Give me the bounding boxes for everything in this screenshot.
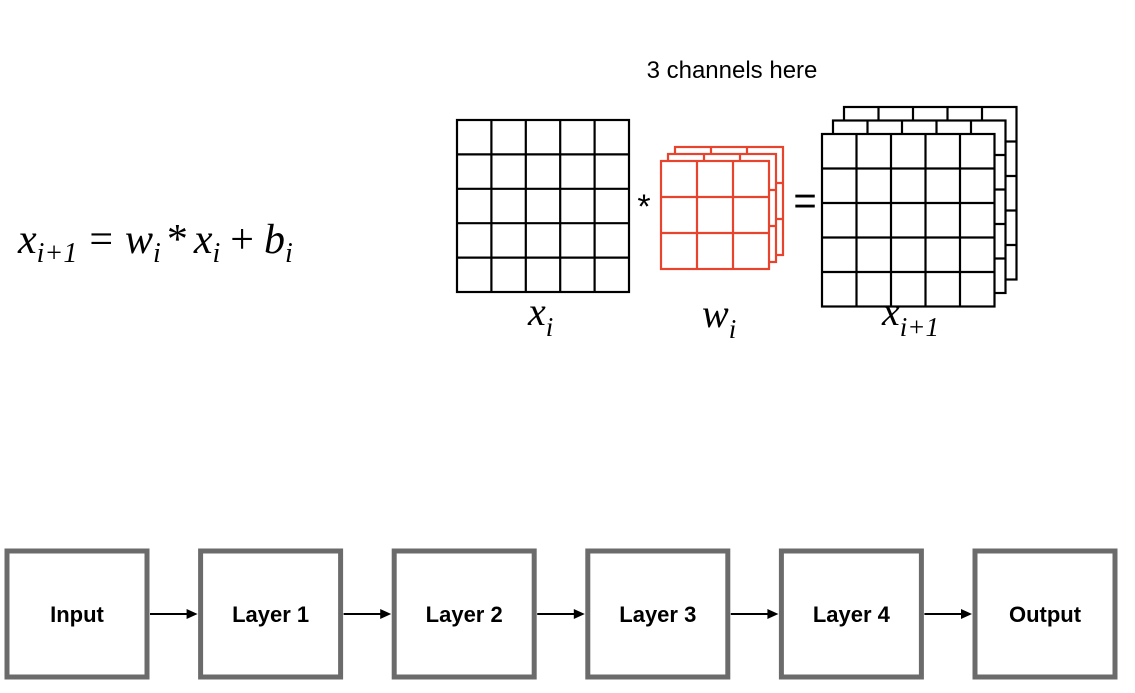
pipeline-node-output: Output [972, 548, 1118, 680]
pipeline-node-layer-2: Layer 2 [391, 548, 537, 680]
pipeline-arrow [343, 609, 392, 619]
channels-caption: 3 channels here [647, 57, 818, 84]
output-label-sub: i+1 [900, 312, 939, 342]
conv-symbol: * [637, 188, 650, 226]
pipeline-box [4, 548, 150, 680]
convolution-equation: xi+1 = wi * xi + bi [17, 217, 293, 269]
equation-w-base: w [125, 217, 153, 263]
equation-equals: = [89, 217, 113, 263]
pipeline-arrow [150, 609, 198, 619]
layer-pipeline: Input Layer 1 Layer 2 Layer 3 Layer 4 Output [4, 548, 1118, 680]
pipeline-node-layer-1: Layer 1 [198, 548, 344, 680]
pipeline-arrow [924, 609, 972, 619]
output-feature-map [820, 105, 1018, 308]
pipeline-box [198, 548, 344, 680]
pipeline-arrow [730, 609, 779, 619]
pipeline-node-input: Input [4, 548, 150, 680]
input-grid-label: xi [527, 289, 553, 342]
output-grid-channel-1 [820, 132, 996, 308]
kernel-grid-channel-frame [659, 159, 771, 271]
pipeline-node-label: Layer 4 [813, 602, 891, 627]
input-label-sub: i [546, 312, 554, 342]
input-grid-channel-1 [455, 118, 631, 294]
pipeline-node-label: Layer 1 [232, 602, 309, 627]
pipeline-node-label: Input [50, 602, 104, 627]
pipeline-box [972, 548, 1118, 680]
input-grid-channel-frame [455, 118, 631, 294]
pipeline-arrow-head [573, 609, 585, 619]
svg-text:xi+1=wi*xi+bi: xi+1 = wi * xi + bi [17, 217, 293, 269]
equals-symbol: = [793, 179, 816, 223]
kernel-grid-label: wi [702, 291, 736, 344]
kernel-filter [659, 145, 785, 271]
equation-b-base: b [264, 217, 285, 263]
pipeline-arrow-head [767, 609, 779, 619]
pipeline-node-layer-4: Layer 4 [778, 548, 924, 680]
pipeline-node-layer-3: Layer 3 [585, 548, 731, 680]
input-label-base: x [527, 289, 546, 334]
output-label-base: x [881, 289, 900, 334]
kernel-label-base: w [702, 291, 729, 336]
pipeline-arrow-head [961, 609, 972, 619]
pipeline-box [391, 548, 537, 680]
pipeline-arrow-head [186, 609, 198, 619]
equation-lhs-base: x [17, 217, 37, 263]
pipeline-box [778, 548, 924, 680]
equation-b-sub: i [285, 238, 293, 269]
equation-w-sub: i [153, 238, 161, 269]
kernel-label-sub: i [729, 314, 737, 344]
output-grid-label: xi+1 [881, 289, 939, 342]
pipeline-node-label: Layer 3 [619, 602, 696, 627]
pipeline-box [585, 548, 731, 680]
equation-plus: + [230, 217, 254, 263]
pipeline-node-label: Output [1009, 602, 1082, 627]
pipeline-node-label: Layer 2 [426, 602, 503, 627]
equation-x-sub: i [212, 238, 220, 269]
equation-x-base: x [193, 217, 213, 263]
pipeline-arrow-head [380, 609, 392, 619]
equation-lhs-sub: i+1 [37, 238, 78, 269]
output-grid-channel-frame [820, 132, 996, 308]
pipeline-arrow [537, 609, 585, 619]
equation-conv-op: * [167, 217, 188, 263]
input-feature-map [455, 118, 631, 294]
kernel-grid-channel-1 [659, 159, 771, 271]
